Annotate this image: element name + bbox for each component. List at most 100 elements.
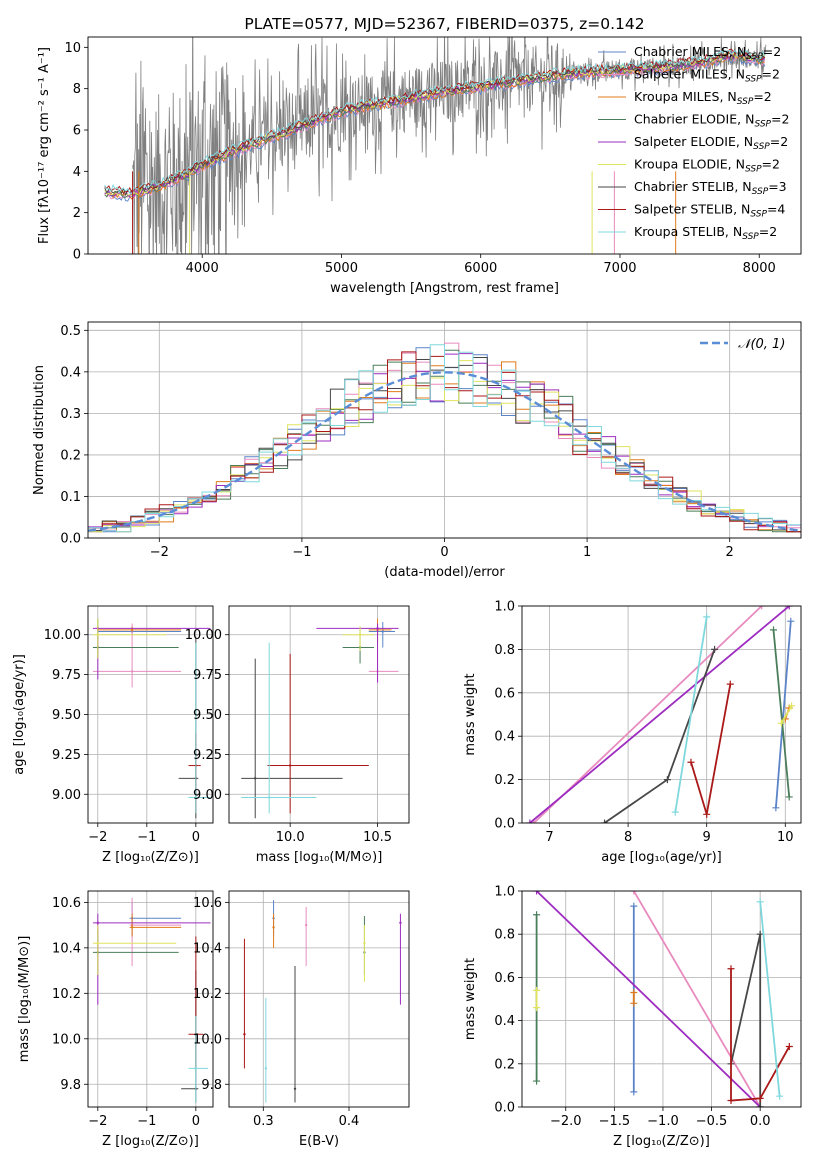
y-axis-label: mass [log₁₀(M/M⊙)]	[17, 936, 32, 1063]
point-kroupa-miles	[130, 628, 134, 632]
legend-label-sub: SSP	[750, 210, 767, 220]
marker-chabrier-elodie	[785, 793, 793, 801]
tick-label-y: 6	[73, 124, 81, 139]
tick-label-x: −1.0	[647, 1114, 679, 1129]
marker-salpeter-elodie	[785, 606, 793, 610]
y-axis-label: mass weight	[463, 958, 478, 1040]
marker-chabrier-miles	[630, 1088, 638, 1096]
tick-label-y: 0.2	[60, 448, 81, 463]
tick-label-x: 0.4	[339, 1114, 360, 1129]
plot-area	[243, 900, 402, 1103]
series-salpeter-stelib	[730, 968, 791, 1102]
marker-chabrier-stelib	[711, 645, 719, 653]
point-kroupa-stelib	[194, 796, 198, 799]
tick-label-y: 9.75	[193, 668, 222, 683]
point-salpeter-miles	[304, 923, 308, 927]
tick-label-y: 10.2	[193, 987, 222, 1002]
tick-label-x: 0	[192, 830, 200, 845]
tick-label-y: 2	[73, 206, 81, 221]
series-kroupa-elodie	[780, 705, 793, 724]
marker-salpeter-stelib	[756, 1094, 764, 1102]
tick-label-y: 1.0	[494, 885, 515, 900]
marker-kroupa-elodie	[533, 986, 541, 994]
legend-label-chabrier-elodie: Chabrier ELODIE, NSSP=2	[634, 112, 789, 130]
tick-label-y: 0.4	[494, 1014, 515, 1029]
marker-salpeter-stelib	[687, 758, 695, 766]
tick-label-x: 9	[703, 830, 711, 845]
legend-label-value: =2	[759, 224, 777, 239]
plot-area	[526, 606, 796, 823]
series-kroupa-stelib	[759, 901, 781, 1097]
point-salpeter-elodie	[376, 627, 379, 630]
tick-label-y: 9.8	[201, 1078, 222, 1093]
tick-label-y: 9.50	[193, 708, 222, 723]
legend-label-kroupa-miles: Kroupa MILES, NSSP=2	[634, 89, 772, 107]
legend-label-text: Kroupa MILES, N	[634, 89, 737, 104]
marker-salpeter-stelib	[727, 965, 735, 973]
tick-label-y: 10.2	[52, 987, 81, 1002]
legend-label-text: Chabrier MILES, N	[634, 44, 746, 59]
y-axis-label: age [log₁₀(age/yr)]	[12, 654, 27, 775]
marker-kroupa-elodie	[777, 719, 785, 727]
marker-chabrier-elodie	[533, 1077, 541, 1085]
model-spectrum-kroupa-stelib	[104, 48, 766, 194]
marker-kroupa-elodie	[533, 1004, 541, 1012]
tick-label-y: 0.6	[494, 971, 515, 986]
series-chabrier-miles	[775, 621, 792, 808]
histogram-kroupa-stelib	[88, 344, 801, 533]
tick-label-x: 0.3	[253, 1114, 274, 1129]
point-kroupa-elodie	[358, 633, 362, 636]
legend-label-sub: SSP	[745, 165, 762, 175]
tick-label-x: 10	[777, 830, 794, 845]
point-salpeter-elodie	[399, 921, 402, 925]
plot-weight-vs-Z: −2.0 −1.5 −1.0 −0.5 0.0 0.0 0.2 0.4 0.6 0.8 1.0 Z […	[463, 885, 802, 1149]
legend-label-value: =4	[767, 202, 785, 217]
marker-kroupa-elodie	[788, 702, 796, 710]
tick-label-x: −1	[137, 1114, 156, 1129]
legend-label-salpeter-miles: Salpeter MILES, NSSP=2	[634, 67, 780, 85]
tick-label-x: −1	[137, 830, 156, 845]
legend-label-chabrier-stelib: Chabrier STELIB, NSSP=3	[634, 179, 787, 197]
legend-label-sub: SSP	[742, 232, 759, 242]
legend-label-value: =2	[771, 112, 789, 127]
axes-frame	[87, 321, 802, 539]
marker-chabrier-stelib	[601, 819, 609, 823]
tick-label-x: −2	[88, 830, 107, 845]
series-salpeter-elodie	[529, 606, 790, 823]
x-axis-label: E(B-V)	[299, 1134, 339, 1149]
point-chabrier-miles	[381, 630, 384, 633]
tick-label-y: 10.6	[193, 896, 222, 911]
tick-label-x: 0	[440, 545, 448, 560]
legend-label-salpeter-elodie: Salpeter ELODIE, NSSP=2	[634, 134, 788, 152]
tick-label-y: 0.0	[494, 1101, 515, 1116]
y-axis-label: Normed distribution	[32, 365, 47, 495]
x-axis-label: wavelength [Angstrom, rest frame]	[330, 281, 559, 296]
tick-label-y: 0.4	[60, 365, 81, 380]
plot-residuals: −2 −1 0 1 2 0.0 0.1 0.2 0.3 0.4 0.5 (data-model)/er…	[32, 321, 802, 580]
marker-salpeter-miles	[758, 606, 766, 610]
marker-kroupa-stelib	[756, 898, 764, 906]
axes-frame	[521, 890, 802, 1108]
legend-label-text: Chabrier STELIB, N	[634, 179, 752, 194]
tick-label-x: −2.0	[550, 1114, 582, 1129]
marker-chabrier-elodie	[769, 626, 777, 634]
point-kroupa-stelib	[264, 1067, 268, 1070]
tick-label-y: 0.5	[60, 324, 81, 339]
legend-label-value: =2	[770, 134, 788, 149]
legend-label-sub: SSP	[745, 75, 762, 85]
x-axis-label: age [log₁₀(age/yr)]	[601, 850, 722, 865]
tick-label-y: 0.3	[60, 407, 81, 422]
y-axis-label: Flux [fλ10⁻¹⁷ erg cm⁻² s⁻¹ A⁻¹]	[37, 47, 52, 244]
axes-frame	[228, 605, 410, 824]
tick-label-x: 10.0	[276, 830, 305, 845]
legend-label-text: Salpeter MILES, N	[634, 67, 745, 82]
tick-label-x: −2	[150, 545, 169, 560]
tick-label-y: 0.0	[494, 817, 515, 832]
marker-chabrier-miles	[630, 902, 638, 910]
axes-frame	[87, 36, 802, 255]
series-salpeter-miles	[633, 891, 761, 1107]
marker-chabrier-miles	[787, 617, 795, 625]
axes-frame	[87, 605, 214, 824]
